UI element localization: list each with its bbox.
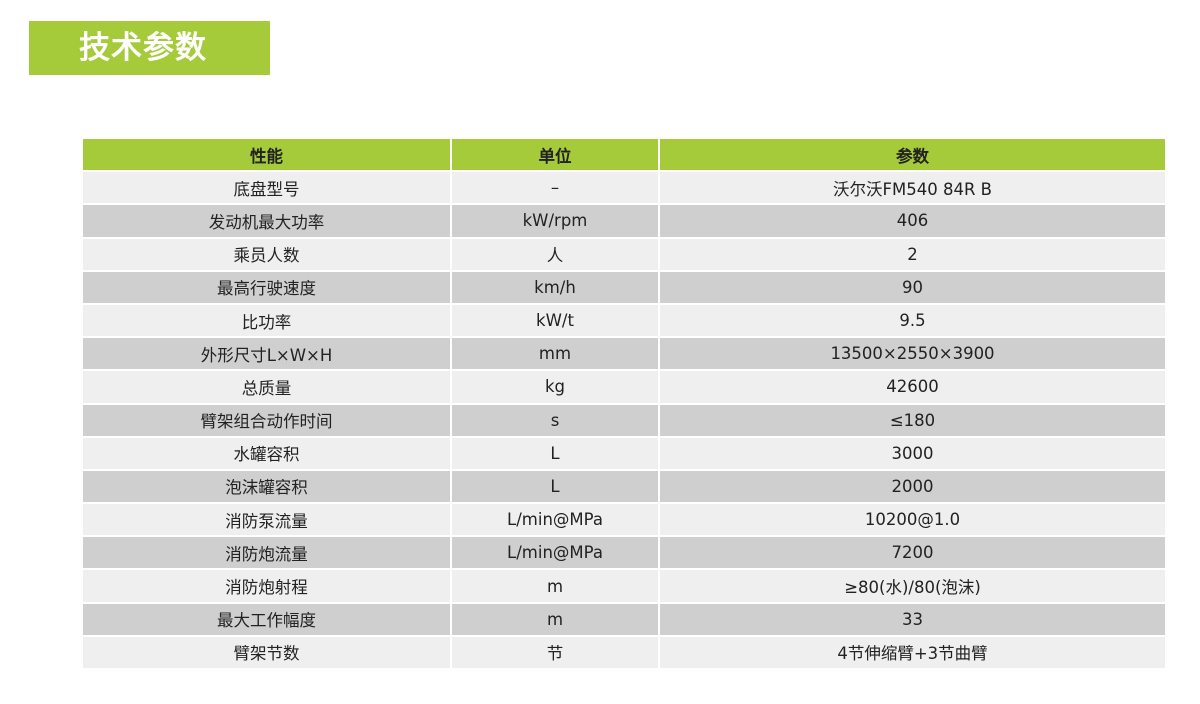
parameter-cell: ≤180 (660, 404, 1165, 436)
header-performance: 性能 (83, 139, 450, 171)
unit-cell: mm (452, 338, 658, 370)
parameter-cell: 沃尔沃FM540 84R B (660, 172, 1165, 204)
performance-cell: 泡沫罐容积 (83, 470, 450, 503)
parameter-cell: 90 (660, 271, 1165, 303)
table-row: 最高行驶速度 km/h 90 (83, 271, 1165, 303)
header-unit: 单位 (452, 139, 658, 171)
performance-cell: 比功率 (83, 304, 450, 337)
spec-table: 性能 单位 参数 底盘型号 – 沃尔沃FM540 84R B 发动机最大功率 kW/rp… (83, 139, 1165, 670)
parameter-cell: 10200@1.0 (660, 504, 1165, 536)
parameter-cell: 2 (660, 238, 1165, 270)
performance-cell: 外形尺寸L×W×H (83, 338, 450, 370)
performance-cell: 臂架组合动作时间 (83, 404, 450, 436)
parameter-cell: 2000 (660, 470, 1165, 503)
unit-cell: kg (452, 371, 658, 403)
table-row: 消防炮流量 L/min@MPa 7200 (83, 537, 1165, 569)
parameter-cell: 3000 (660, 437, 1165, 469)
table-row: 外形尺寸L×W×H mm 13500×2550×3900 (83, 338, 1165, 370)
performance-cell: 消防炮射程 (83, 570, 450, 602)
page-title: 技术参数 (29, 21, 270, 75)
performance-cell: 底盘型号 (83, 172, 450, 204)
performance-cell: 最高行驶速度 (83, 271, 450, 303)
performance-cell: 消防炮流量 (83, 537, 450, 569)
unit-cell: 节 (452, 636, 658, 668)
table-header: 性能 单位 参数 (83, 139, 1165, 171)
unit-cell: L/min@MPa (452, 504, 658, 536)
unit-cell: L (452, 437, 658, 469)
performance-cell: 最大工作幅度 (83, 603, 450, 635)
parameter-cell: ≥80(水)/80(泡沫) (660, 570, 1165, 602)
table-row: 泡沫罐容积 L 2000 (83, 470, 1165, 503)
parameter-cell: 33 (660, 603, 1165, 635)
table-row: 比功率 kW/t 9.5 (83, 304, 1165, 337)
parameter-cell: 4节伸缩臂+3节曲臂 (660, 636, 1165, 668)
performance-cell: 水罐容积 (83, 437, 450, 469)
unit-cell: – (452, 172, 658, 204)
table-row: 臂架组合动作时间 s ≤180 (83, 404, 1165, 436)
unit-cell: 人 (452, 238, 658, 270)
unit-cell: km/h (452, 271, 658, 303)
unit-cell: kW/rpm (452, 205, 658, 237)
header-parameter: 参数 (660, 139, 1165, 171)
table-row: 消防炮射程 m ≥80(水)/80(泡沫) (83, 570, 1165, 602)
parameter-cell: 7200 (660, 537, 1165, 569)
table-row: 最大工作幅度 m 33 (83, 603, 1165, 635)
unit-cell: kW/t (452, 304, 658, 337)
table-row: 发动机最大功率 kW/rpm 406 (83, 205, 1165, 237)
performance-cell: 乘员人数 (83, 238, 450, 270)
table-row: 水罐容积 L 3000 (83, 437, 1165, 469)
table-row: 总质量 kg 42600 (83, 371, 1165, 403)
table-row: 乘员人数人 2 (83, 238, 1165, 270)
performance-cell: 发动机最大功率 (83, 205, 450, 237)
unit-cell: L (452, 470, 658, 503)
parameter-cell: 406 (660, 205, 1165, 237)
unit-cell: L/min@MPa (452, 537, 658, 569)
unit-cell: s (452, 404, 658, 436)
table-row: 臂架节数节 4节伸缩臂+3节曲臂 (83, 636, 1165, 668)
unit-cell: m (452, 570, 658, 602)
table-row: 消防泵流量 L/min@MPa 10200@1.0 (83, 504, 1165, 536)
parameter-cell: 9.5 (660, 304, 1165, 337)
parameter-cell: 13500×2550×3900 (660, 338, 1165, 370)
parameter-cell: 42600 (660, 371, 1165, 403)
table-row: 底盘型号 – 沃尔沃FM540 84R B (83, 172, 1165, 204)
performance-cell: 总质量 (83, 371, 450, 403)
performance-cell: 消防泵流量 (83, 504, 450, 536)
unit-cell: m (452, 603, 658, 635)
performance-cell: 臂架节数 (83, 636, 450, 668)
